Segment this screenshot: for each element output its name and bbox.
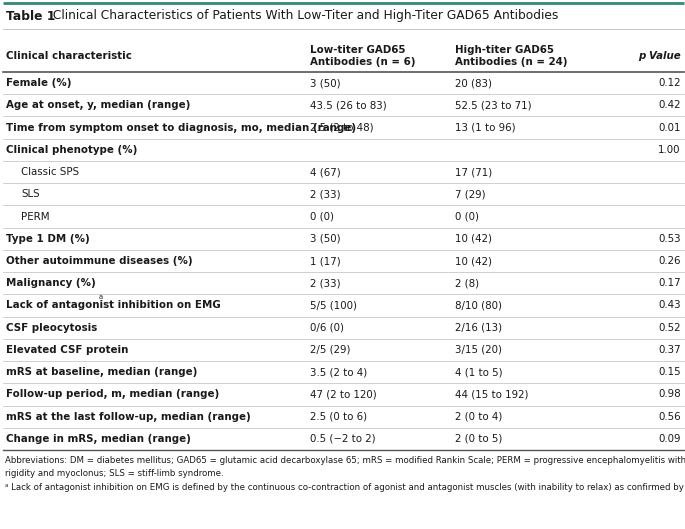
Text: 0.98: 0.98 — [658, 389, 681, 399]
Text: 0.42: 0.42 — [658, 101, 681, 111]
Text: 10 (42): 10 (42) — [455, 234, 492, 244]
Text: 44 (15 to 192): 44 (15 to 192) — [455, 389, 528, 399]
Text: 5/5 (100): 5/5 (100) — [310, 300, 357, 311]
Text: 0.52: 0.52 — [658, 323, 681, 333]
Text: Table 1: Table 1 — [6, 10, 55, 23]
Text: 0 (0): 0 (0) — [455, 212, 479, 222]
Text: 2.5 (2 to 48): 2.5 (2 to 48) — [310, 123, 373, 133]
Text: 20 (83): 20 (83) — [455, 78, 492, 88]
Text: 13 (1 to 96): 13 (1 to 96) — [455, 123, 516, 133]
Text: 0/6 (0): 0/6 (0) — [310, 323, 344, 333]
Text: 0.5 (−2 to 2): 0.5 (−2 to 2) — [310, 434, 375, 444]
Text: mRS at baseline, median (range): mRS at baseline, median (range) — [6, 367, 197, 377]
Text: Malignancy (%): Malignancy (%) — [6, 278, 96, 288]
Text: 2 (0 to 4): 2 (0 to 4) — [455, 412, 502, 422]
Text: 0.12: 0.12 — [658, 78, 681, 88]
Text: 7 (29): 7 (29) — [455, 189, 486, 199]
Text: 4 (67): 4 (67) — [310, 167, 340, 177]
Text: 2.5 (0 to 6): 2.5 (0 to 6) — [310, 412, 366, 422]
Text: 0.15: 0.15 — [658, 367, 681, 377]
Text: 1 (17): 1 (17) — [310, 256, 340, 266]
Text: 1.00: 1.00 — [658, 145, 681, 155]
Text: Clinical phenotype (%): Clinical phenotype (%) — [6, 145, 138, 155]
Text: 0 (0): 0 (0) — [310, 212, 334, 222]
Text: 0.01: 0.01 — [658, 123, 681, 133]
Text: 2/16 (13): 2/16 (13) — [455, 323, 502, 333]
Text: CSF pleocytosis: CSF pleocytosis — [6, 323, 97, 333]
Text: 2 (0 to 5): 2 (0 to 5) — [455, 434, 502, 444]
Text: Female (%): Female (%) — [6, 78, 72, 88]
Text: 2 (33): 2 (33) — [310, 278, 340, 288]
Text: 0.09: 0.09 — [658, 434, 681, 444]
Text: Other autoimmune diseases (%): Other autoimmune diseases (%) — [6, 256, 192, 266]
Text: ᵃ Lack of antagonist inhibition on EMG is defined by the continuous co-contracti: ᵃ Lack of antagonist inhibition on EMG i… — [5, 483, 685, 492]
Text: 2/5 (29): 2/5 (29) — [310, 345, 350, 355]
Text: 0.17: 0.17 — [658, 278, 681, 288]
Text: 4 (1 to 5): 4 (1 to 5) — [455, 367, 503, 377]
Text: Time from symptom onset to diagnosis, mo, median (range): Time from symptom onset to diagnosis, mo… — [6, 123, 356, 133]
Text: 0.53: 0.53 — [658, 234, 681, 244]
Text: rigidity and myoclonus; SLS = stiff-limb syndrome.: rigidity and myoclonus; SLS = stiff-limb… — [5, 470, 224, 479]
Text: 43.5 (26 to 83): 43.5 (26 to 83) — [310, 101, 386, 111]
Text: Abbreviations: DM = diabetes mellitus; GAD65 = glutamic acid decarboxylase 65; m: Abbreviations: DM = diabetes mellitus; G… — [5, 456, 685, 465]
Text: High-titer GAD65
Antibodies (n = 24): High-titer GAD65 Antibodies (n = 24) — [455, 45, 567, 67]
Text: 8/10 (80): 8/10 (80) — [455, 300, 502, 311]
Text: a: a — [99, 294, 103, 299]
Text: mRS at the last follow-up, median (range): mRS at the last follow-up, median (range… — [6, 412, 251, 422]
Text: p Value: p Value — [638, 51, 681, 61]
Text: 17 (71): 17 (71) — [455, 167, 492, 177]
Text: Clinical characteristic: Clinical characteristic — [6, 51, 132, 61]
Text: 3.5 (2 to 4): 3.5 (2 to 4) — [310, 367, 367, 377]
Text: 0.37: 0.37 — [658, 345, 681, 355]
Text: Classic SPS: Classic SPS — [21, 167, 79, 177]
Text: Age at onset, y, median (range): Age at onset, y, median (range) — [6, 101, 190, 111]
Text: Type 1 DM (%): Type 1 DM (%) — [6, 234, 90, 244]
Text: Clinical Characteristics of Patients With Low-Titer and High-Titer GAD65 Antibod: Clinical Characteristics of Patients Wit… — [49, 10, 559, 23]
Text: Follow-up period, m, median (range): Follow-up period, m, median (range) — [6, 389, 219, 399]
Text: 10 (42): 10 (42) — [455, 256, 492, 266]
Text: Change in mRS, median (range): Change in mRS, median (range) — [6, 434, 191, 444]
Text: PERM: PERM — [21, 212, 50, 222]
Text: Low-titer GAD65
Antibodies (n = 6): Low-titer GAD65 Antibodies (n = 6) — [310, 45, 415, 67]
Text: 3 (50): 3 (50) — [310, 234, 340, 244]
Text: 47 (2 to 120): 47 (2 to 120) — [310, 389, 376, 399]
Text: Lack of antagonist inhibition on EMG: Lack of antagonist inhibition on EMG — [6, 300, 221, 311]
Text: SLS: SLS — [21, 189, 40, 199]
Text: 0.26: 0.26 — [658, 256, 681, 266]
Text: 3 (50): 3 (50) — [310, 78, 340, 88]
Text: Elevated CSF protein: Elevated CSF protein — [6, 345, 129, 355]
Text: 3/15 (20): 3/15 (20) — [455, 345, 502, 355]
Text: 52.5 (23 to 71): 52.5 (23 to 71) — [455, 101, 532, 111]
Text: 0.43: 0.43 — [658, 300, 681, 311]
Text: 2 (8): 2 (8) — [455, 278, 479, 288]
Text: 2 (33): 2 (33) — [310, 189, 340, 199]
Text: 0.56: 0.56 — [658, 412, 681, 422]
